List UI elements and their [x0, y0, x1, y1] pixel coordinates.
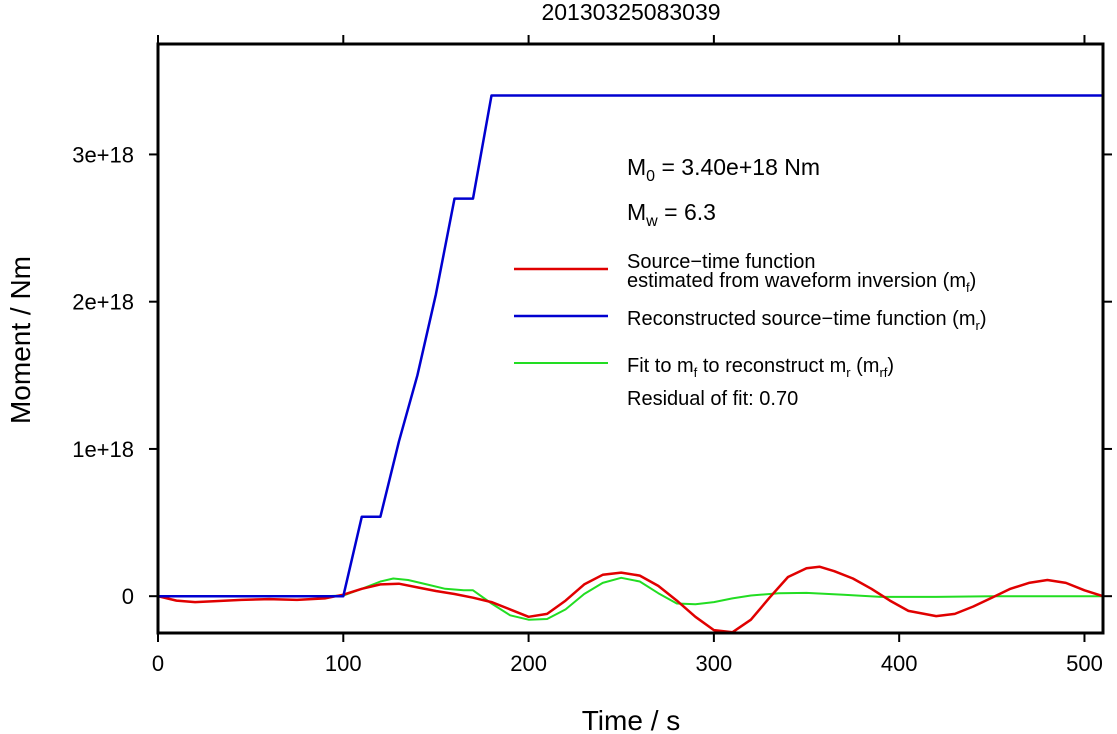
- m0-subscript: 0: [646, 168, 655, 185]
- m0-value: = 3.40e+18 Nm: [655, 154, 820, 180]
- legend-green-label: Fit to mf to reconstruct mr (mrf): [627, 355, 894, 380]
- y-tick-label: 1e+18: [72, 437, 134, 462]
- x-tick-label: 500: [1066, 651, 1103, 676]
- x-tick-label: 200: [510, 651, 547, 676]
- series-line-blue: [158, 94, 1103, 598]
- axis-layer: 0 100 200 300 400 500 0 1e+18 2e+18 3e+18: [72, 35, 1112, 676]
- mw-value: = 6.3: [658, 199, 716, 225]
- mw-annotation: Mw = 6.3: [627, 199, 716, 230]
- x-tick-label: 300: [696, 651, 733, 676]
- residual-text: Residual of fit: 0.70: [627, 388, 798, 410]
- m0-annotation: M0 = 3.40e+18 Nm: [627, 154, 820, 185]
- mw-subscript: w: [645, 213, 658, 230]
- plot-frame: [156, 42, 1105, 635]
- mw-symbol: M: [627, 199, 646, 225]
- series-layer: [158, 94, 1103, 633]
- x-tick-label: 0: [152, 651, 164, 676]
- y-tick-label: 2e+18: [72, 290, 134, 315]
- legend: Source−time function estimated from wave…: [514, 251, 987, 410]
- series-line-green: [158, 576, 1103, 621]
- y-axis-label: Moment / Nm: [5, 256, 36, 424]
- x-tick-label: 400: [881, 651, 918, 676]
- y-tick-label: 3e+18: [72, 142, 134, 167]
- x-tick-label: 100: [325, 651, 362, 676]
- y-tick-label: 0: [122, 584, 134, 609]
- m0-symbol: M: [627, 154, 646, 180]
- series-line-red: [158, 565, 1103, 633]
- chart-title: 20130325083039: [541, 0, 720, 25]
- svg-text:M0 = 3.40e+18 Nm: M0 = 3.40e+18 Nm: [627, 154, 820, 185]
- legend-red-line1: Source−time function: [627, 251, 815, 273]
- x-axis-label: Time / s: [582, 705, 681, 734]
- legend-red-line2: estimated from waveform inversion (mf): [627, 270, 976, 295]
- legend-blue-label: Reconstructed source−time function (mr): [627, 308, 987, 333]
- svg-text:Mw = 6.3: Mw = 6.3: [627, 199, 716, 230]
